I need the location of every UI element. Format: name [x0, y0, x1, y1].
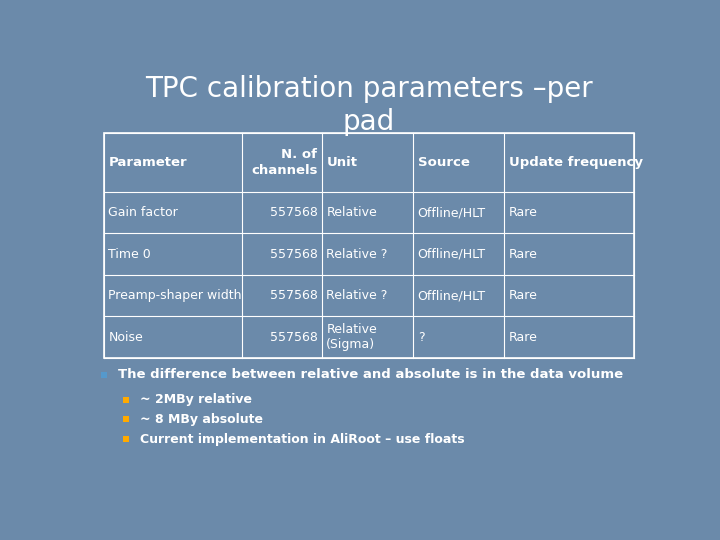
Text: 557568: 557568: [269, 248, 318, 261]
Text: ~ 2MBy relative: ~ 2MBy relative: [140, 393, 252, 406]
Bar: [104, 133, 634, 358]
Text: Unit: Unit: [326, 156, 357, 169]
Text: Offline/HLT: Offline/HLT: [418, 248, 486, 261]
Text: Update frequency: Update frequency: [509, 156, 643, 169]
Text: pad: pad: [343, 109, 395, 137]
Text: Current implementation in AliRoot – use floats: Current implementation in AliRoot – use …: [140, 433, 465, 446]
Text: 557568: 557568: [269, 330, 318, 343]
Text: Rare: Rare: [509, 206, 538, 219]
Text: Source: Source: [418, 156, 469, 169]
Text: 557568: 557568: [269, 289, 318, 302]
Text: Parameter: Parameter: [109, 156, 187, 169]
Text: Rare: Rare: [509, 330, 538, 343]
Text: 557568: 557568: [269, 206, 318, 219]
Text: Relative ?: Relative ?: [326, 248, 387, 261]
Text: Offline/HLT: Offline/HLT: [418, 289, 486, 302]
Text: N. of
channels: N. of channels: [251, 148, 318, 177]
Text: Gain factor: Gain factor: [109, 206, 178, 219]
Text: TPC calibration parameters –per: TPC calibration parameters –per: [145, 75, 593, 103]
Text: ~ 8 MBy absolute: ~ 8 MBy absolute: [140, 413, 264, 426]
Text: Preamp-shaper width: Preamp-shaper width: [109, 289, 242, 302]
Text: Rare: Rare: [509, 248, 538, 261]
Text: The difference between relative and absolute is in the data volume: The difference between relative and abso…: [118, 368, 623, 381]
Text: Relative: Relative: [326, 206, 377, 219]
Text: Time 0: Time 0: [109, 248, 151, 261]
Text: Noise: Noise: [109, 330, 143, 343]
Text: Relative
(Sigma): Relative (Sigma): [326, 323, 377, 351]
Text: ?: ?: [418, 330, 424, 343]
Text: Offline/HLT: Offline/HLT: [418, 206, 486, 219]
Text: Rare: Rare: [509, 289, 538, 302]
Text: Relative ?: Relative ?: [326, 289, 387, 302]
